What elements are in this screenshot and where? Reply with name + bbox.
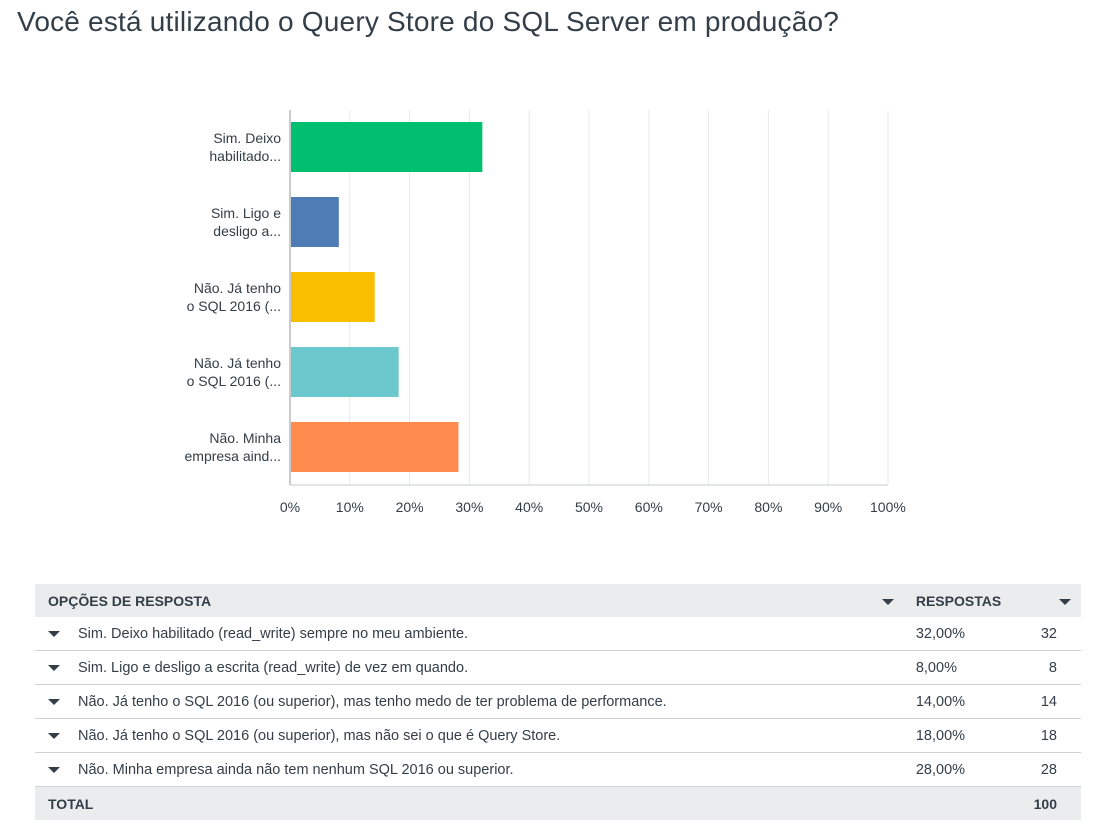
header-responses[interactable]: RESPOSTAS <box>903 584 1081 617</box>
bar-chart: 0% 10% 20% 30% 40% 50% 60% 70% 80% 90% 100% Sim. De… <box>185 110 906 515</box>
x-tick-label: 60% <box>635 499 663 515</box>
sort-arrow-icon[interactable] <box>881 598 894 605</box>
expand-arrow-icon[interactable] <box>48 698 60 705</box>
y-tick-label: Não. Já tenho <box>194 280 281 296</box>
answer-label: Sim. Ligo e desligo a escrita (read_writ… <box>78 659 469 676</box>
answer-percent: 18,00% <box>903 718 1016 753</box>
y-tick-label: o SQL 2016 (... <box>187 298 281 314</box>
header-options[interactable]: OPÇÕES DE RESPOSTA <box>35 584 904 617</box>
answer-percent: 8,00% <box>903 650 1016 685</box>
y-tick-label: Não. Já tenho <box>194 355 281 371</box>
expand-arrow-icon[interactable] <box>48 732 60 739</box>
bar <box>291 197 339 247</box>
total-row: TOTAL 100 <box>35 786 1081 820</box>
answer-label: Sim. Deixo habilitado (read_write) sempr… <box>78 625 469 642</box>
table-row: Não. Já tenho o SQL 2016 (ou superior), … <box>35 718 1081 753</box>
expand-arrow-icon[interactable] <box>48 766 60 773</box>
answer-percent: 14,00% <box>903 684 1016 719</box>
y-tick-label: Não. Minha <box>209 430 281 446</box>
x-tick-label: 50% <box>575 499 603 515</box>
answer-percent: 28,00% <box>903 752 1016 787</box>
sort-arrow-icon[interactable] <box>1059 598 1071 605</box>
x-tick-label: 70% <box>695 499 723 515</box>
expand-arrow-icon[interactable] <box>48 630 60 637</box>
question-title: Você está utilizando o Query Store do SQ… <box>17 6 840 37</box>
bar <box>291 122 483 172</box>
answer-count: 8 <box>1015 650 1081 685</box>
expand-arrow-icon[interactable] <box>48 664 60 671</box>
answer-label: Não. Já tenho o SQL 2016 (ou superior), … <box>78 727 561 744</box>
answer-label: Não. Já tenho o SQL 2016 (ou superior), … <box>78 693 667 710</box>
table-row: Sim. Ligo e desligo a escrita (read_writ… <box>35 650 1081 685</box>
y-tick-label: Sim. Ligo e <box>211 205 281 221</box>
y-tick-label: habilitado... <box>209 148 281 164</box>
answer-count: 28 <box>1015 752 1081 787</box>
y-tick-label: empresa aind... <box>185 448 282 464</box>
x-tick-label: 80% <box>754 499 782 515</box>
table-row: Sim. Deixo habilitado (read_write) sempr… <box>35 617 1081 651</box>
answer-count: 14 <box>1015 684 1081 719</box>
x-tick-label: 0% <box>280 499 300 515</box>
table-row: Não. Já tenho o SQL 2016 (ou superior), … <box>35 684 1081 719</box>
responses-table: OPÇÕES DE RESPOSTA RESPOSTAS Sim. Deixo … <box>35 584 1081 820</box>
x-tick-label: 100% <box>870 499 906 515</box>
total-count: 100 <box>1015 786 1081 820</box>
y-tick-label: Sim. Deixo <box>213 130 281 146</box>
x-tick-label: 90% <box>814 499 842 515</box>
answer-count: 18 <box>1015 718 1081 753</box>
answer-count: 32 <box>1015 617 1081 651</box>
y-tick-label: o SQL 2016 (... <box>187 373 281 389</box>
bar <box>291 272 375 322</box>
x-tick-label: 20% <box>396 499 424 515</box>
y-tick-label: desligo a... <box>213 223 281 239</box>
bar <box>291 422 459 472</box>
header-responses-label: RESPOSTAS <box>915 592 1002 609</box>
answer-label: Não. Minha empresa ainda não tem nenhum … <box>78 761 514 778</box>
header-options-label: OPÇÕES DE RESPOSTA <box>48 592 212 609</box>
x-tick-label: 40% <box>515 499 543 515</box>
x-tick-label: 30% <box>455 499 483 515</box>
table-row: Não. Minha empresa ainda não tem nenhum … <box>35 752 1081 787</box>
answer-percent: 32,00% <box>903 617 1016 651</box>
total-label: TOTAL <box>35 786 904 820</box>
bar <box>291 347 399 397</box>
x-tick-label: 10% <box>336 499 364 515</box>
